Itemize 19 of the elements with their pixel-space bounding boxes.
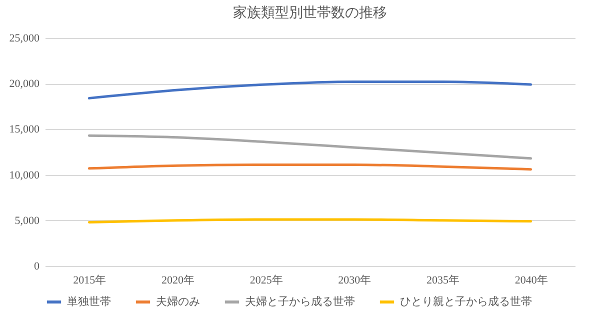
legend-label: 夫婦と子から成る世帯	[245, 295, 355, 308]
y-tick-label: 10,000	[9, 169, 40, 182]
x-tick-label: 2040年	[514, 274, 548, 286]
x-tick-label: 2020年	[162, 274, 194, 286]
legend-label: 夫婦のみ	[156, 295, 200, 308]
x-tick-label: 2025年	[250, 274, 283, 286]
y-tick-label: 25,000	[9, 32, 40, 44]
y-tick-label: 5,000	[14, 214, 40, 227]
legend-label: ひとり親と子から成る世帯	[400, 295, 532, 308]
y-tick-label: 20,000	[9, 78, 40, 90]
y-tick-label: 0	[34, 260, 40, 272]
line-series	[88, 80, 532, 100]
line-series	[88, 134, 532, 160]
chart-title: 家族類型別世帯数の推移	[233, 5, 387, 21]
x-tick-label: 2035年	[426, 274, 460, 286]
x-tick-label: 2015年	[73, 274, 106, 286]
y-tick-label: 15,000	[9, 124, 40, 136]
x-tick-label: 2030年	[338, 274, 372, 286]
legend-label: 単独世帯	[67, 295, 111, 308]
